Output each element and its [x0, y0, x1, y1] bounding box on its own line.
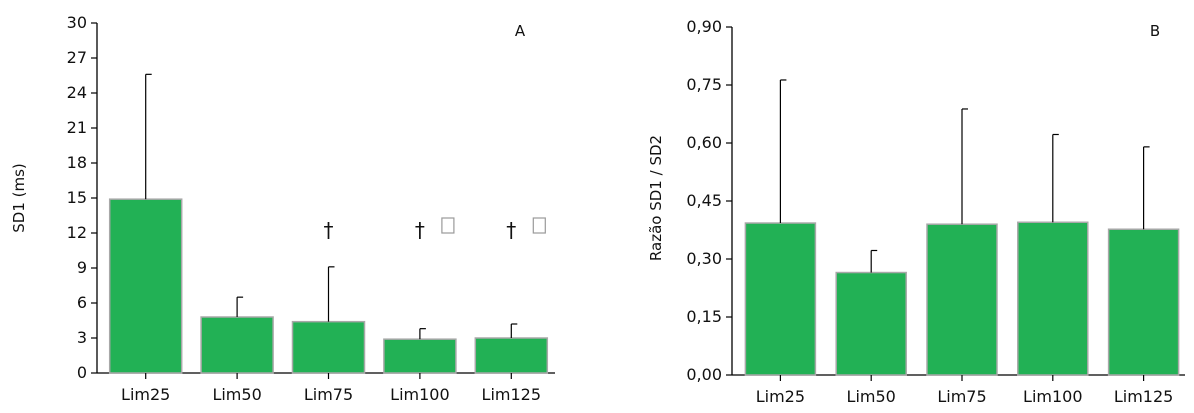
y-tick-label: 21: [67, 118, 87, 137]
panel-label: B: [1150, 22, 1160, 40]
x-tick-label: Lim50: [847, 387, 896, 406]
y-tick-label: 18: [67, 153, 87, 172]
x-tick-label: Lim25: [121, 385, 170, 404]
significance-box-symbol: [441, 217, 455, 234]
y-axis-title: SD1 (ms): [10, 163, 28, 233]
bar: [474, 337, 549, 374]
y-tick-label: 0,60: [686, 133, 722, 152]
y-tick-label: 15: [67, 188, 87, 207]
y-tick-label: 12: [67, 223, 87, 242]
significance-dagger: †: [324, 218, 334, 242]
x-tick-label: Lim125: [482, 385, 541, 404]
y-tick-label: 0: [77, 363, 87, 382]
y-tick-label: 6: [77, 293, 87, 312]
y-tick-label: 3: [77, 328, 87, 347]
y-tick-label: 0,45: [686, 191, 722, 210]
y-axis-title: Razão SD1 / SD2: [647, 135, 665, 261]
y-tick-label: 27: [67, 48, 87, 67]
x-tick-label: Lim100: [1023, 387, 1082, 406]
significance-dagger: †: [415, 218, 425, 242]
significance-dagger: †: [506, 218, 516, 242]
bar: [926, 223, 998, 376]
y-tick-label: 0,75: [686, 75, 722, 94]
bar: [200, 316, 274, 374]
bar: [108, 198, 183, 374]
chart-panel-b: 0,00 0,15 0,30 0,45 0,60 0,75 0,90 Razão SD1 / …: [647, 17, 1185, 406]
significance-box-symbol: [532, 217, 546, 234]
panel-label: A: [515, 22, 526, 40]
y-tick-label: 9: [77, 258, 87, 277]
y-tick-label: 0,90: [686, 17, 722, 36]
y-tick-label: 30: [67, 13, 87, 32]
y-tick-label: 24: [67, 83, 87, 102]
x-tick-label: Lim75: [937, 387, 986, 406]
y-tick-label: 0,15: [686, 307, 722, 326]
bar: [383, 338, 457, 374]
bar: [835, 271, 907, 376]
x-tick-label: Lim125: [1114, 387, 1173, 406]
chart-panel-a: 0 3 6 9 12 15 18 21 24 27 30 SD1 (ms) A Lim25 Lim50 Lim…: [10, 13, 555, 404]
x-tick-label: Lim50: [212, 385, 261, 404]
x-tick-label: Lim75: [304, 385, 353, 404]
x-tick-label: Lim100: [390, 385, 449, 404]
x-tick-label: Lim25: [756, 387, 805, 406]
y-tick-label: 0,00: [686, 365, 722, 384]
bar: [744, 222, 817, 376]
y-tick-label: 0,30: [686, 249, 722, 268]
bar: [1017, 221, 1089, 376]
bar: [291, 320, 366, 374]
bar: [1107, 228, 1180, 376]
